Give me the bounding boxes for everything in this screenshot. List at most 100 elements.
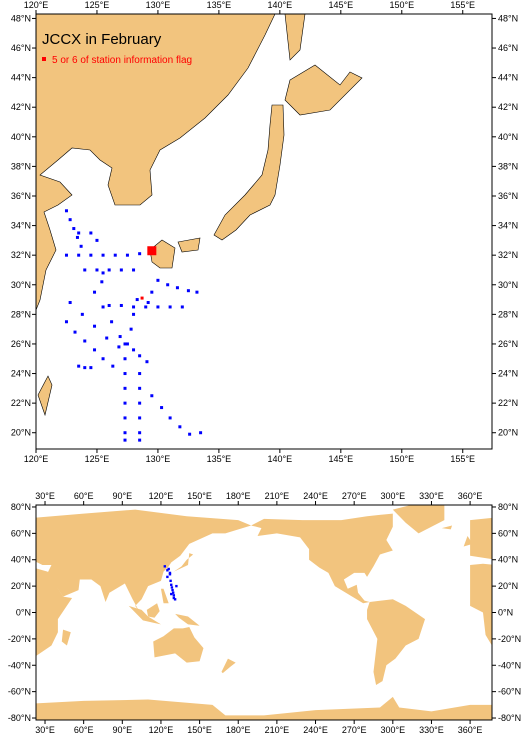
x-tick-label: 135°E <box>207 454 232 464</box>
y-tick-label: 24°N <box>11 369 31 379</box>
station <box>68 218 72 222</box>
land <box>36 14 363 417</box>
station <box>166 283 170 287</box>
y-tick-label: 60°N <box>498 528 518 538</box>
station <box>180 305 184 309</box>
y-tick-label: 48°N <box>498 13 518 23</box>
station <box>105 336 109 340</box>
y-tick-label: 46°N <box>11 43 31 53</box>
y-tick-label: 42°N <box>498 102 518 112</box>
station <box>83 339 87 343</box>
station <box>77 253 81 257</box>
x-tick-label: 125°E <box>85 454 110 464</box>
y-tick-label: 22°N <box>498 398 518 408</box>
x-tick-label: 330°E <box>419 491 444 501</box>
x-tick-label: 30°E <box>35 725 55 735</box>
station <box>123 342 127 346</box>
station <box>100 280 104 284</box>
x-tick-label: 240°E <box>303 725 328 735</box>
station <box>107 303 111 307</box>
x-tick-label: 130°E <box>146 0 171 10</box>
x-tick-label: 360°E <box>458 725 483 735</box>
station <box>178 425 182 429</box>
station <box>123 386 127 390</box>
station <box>173 598 177 601</box>
y-tick-label: -60°N <box>8 687 31 697</box>
station <box>168 305 172 309</box>
station <box>125 342 129 346</box>
y-tick-label: 44°N <box>498 73 518 83</box>
y-tick-label: 32°N <box>11 250 31 260</box>
y-tick-label: 30°N <box>11 280 31 290</box>
x-tick-label: 270°E <box>342 491 367 501</box>
station <box>123 401 127 405</box>
y-tick-label: -80°N <box>8 713 31 723</box>
station <box>101 253 105 257</box>
station <box>79 244 83 248</box>
station <box>160 406 164 410</box>
station <box>138 354 142 358</box>
y-tick-label: 26°N <box>11 339 31 349</box>
station <box>77 231 81 235</box>
station <box>168 416 172 420</box>
y-tick-label: 26°N <box>498 339 518 349</box>
y-tick-label: -20°N <box>498 634 521 644</box>
y-tick-label: 0°N <box>498 608 513 618</box>
station <box>93 324 97 328</box>
x-tick-label: 300°E <box>381 725 406 735</box>
station <box>170 592 173 596</box>
x-tick-label: 130°E <box>146 454 171 464</box>
station <box>107 268 111 272</box>
station <box>129 327 133 331</box>
station <box>101 305 105 309</box>
station <box>89 231 93 235</box>
y-tick-label: 44°N <box>11 73 31 83</box>
x-tick-label: 240°E <box>303 491 328 501</box>
station <box>188 432 192 436</box>
station <box>138 386 142 390</box>
x-tick-label: 120°E <box>24 454 49 464</box>
station <box>117 345 121 349</box>
x-tick-label: 150°E <box>389 0 414 10</box>
station <box>146 301 150 305</box>
y-tick-label: 32°N <box>498 250 518 260</box>
x-tick-label: 135°E <box>207 0 232 10</box>
station <box>145 360 149 364</box>
station <box>132 348 136 352</box>
x-tick-label: 60°E <box>74 491 94 501</box>
station <box>144 305 148 309</box>
station <box>138 431 142 435</box>
y-tick-label: -40°N <box>498 660 521 670</box>
station <box>166 569 169 572</box>
station <box>95 238 99 242</box>
y-tick-label: 40°N <box>498 132 518 142</box>
y-tick-label: 40°N <box>498 555 518 565</box>
station <box>150 394 154 398</box>
y-tick-label: 38°N <box>11 161 31 171</box>
x-tick-label: 90°E <box>112 491 132 501</box>
station <box>95 268 99 272</box>
y-tick-label: 42°N <box>11 102 31 112</box>
station <box>172 596 176 600</box>
x-tick-label: 210°E <box>265 491 290 501</box>
y-tick-label: -60°N <box>498 687 521 697</box>
station <box>195 290 199 294</box>
station <box>170 586 174 589</box>
x-tick-label: 360°E <box>458 491 483 501</box>
x-tick-label: 145°E <box>329 454 354 464</box>
station <box>75 235 79 239</box>
station <box>170 583 173 587</box>
x-tick-label: 300°E <box>381 491 406 501</box>
station <box>77 364 81 368</box>
x-tick-label: 120°E <box>149 725 174 735</box>
station <box>163 565 167 568</box>
x-tick-label: 155°E <box>450 0 475 10</box>
station <box>68 301 72 305</box>
x-tick-label: 150°E <box>187 491 212 501</box>
station <box>83 366 87 370</box>
x-tick-label: 180°E <box>226 491 251 501</box>
y-tick-label: -20°N <box>8 634 31 644</box>
x-tick-label: 145°E <box>329 0 354 10</box>
station <box>113 253 117 257</box>
